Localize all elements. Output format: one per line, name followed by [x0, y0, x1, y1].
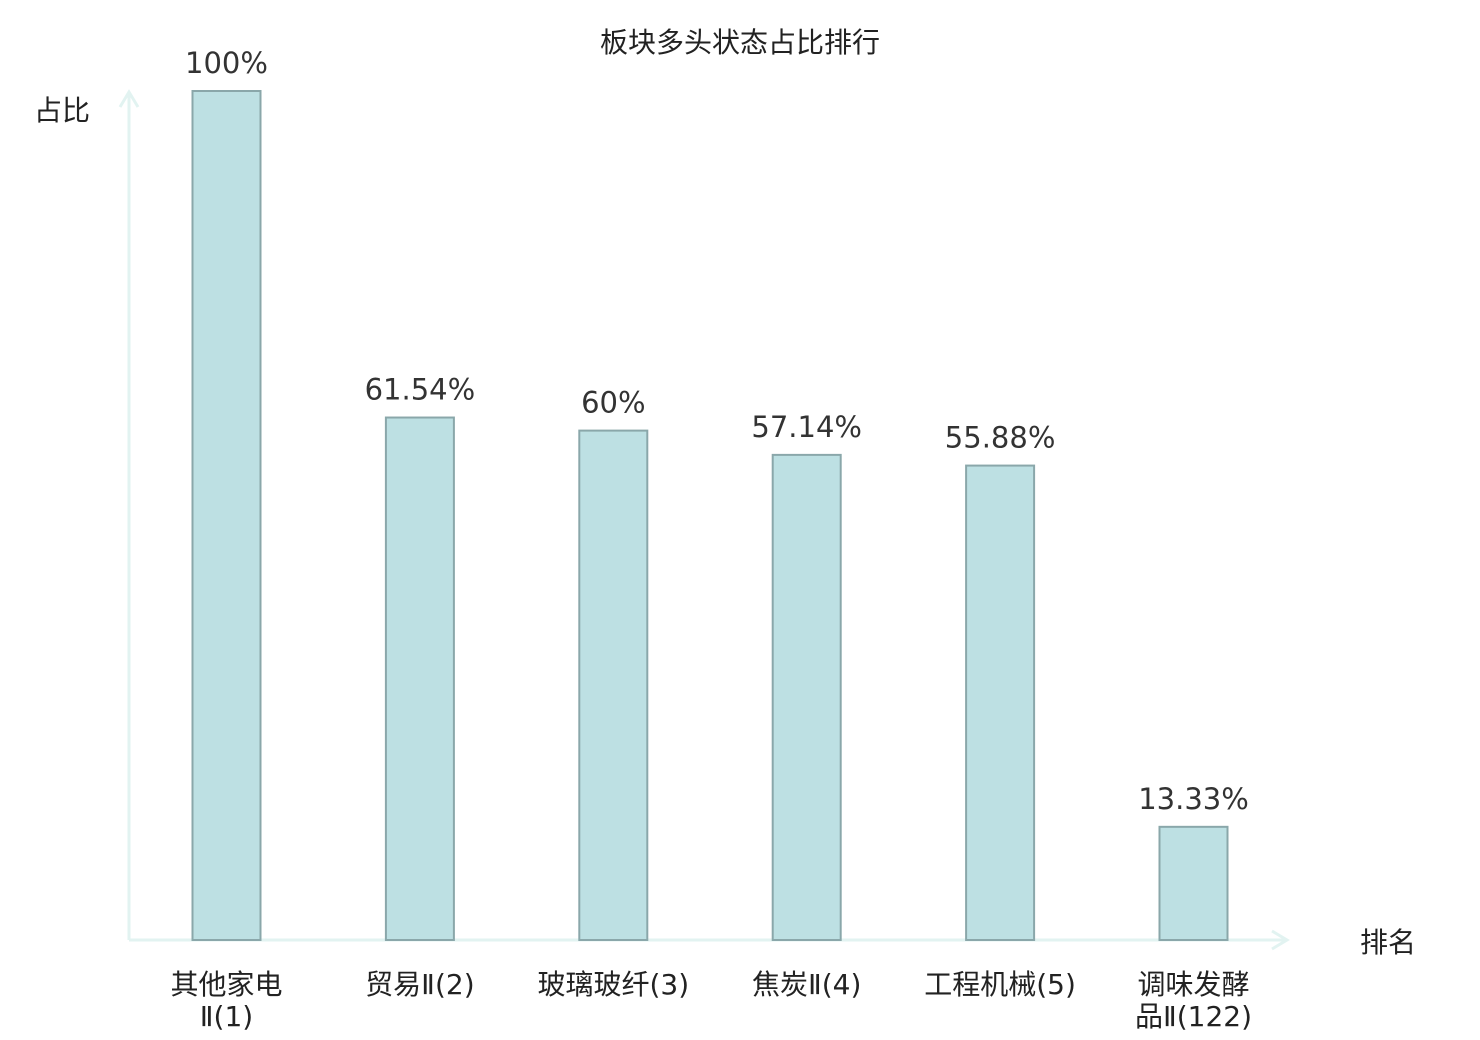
bars-group — [191, 90, 1229, 942]
bar — [1158, 825, 1229, 942]
y-axis-label: 占比 — [34, 94, 90, 127]
value-label: 100% — [185, 46, 268, 80]
category-label: 调味发酵 — [1137, 968, 1249, 1001]
bar — [384, 416, 455, 941]
value-label: 60% — [581, 386, 645, 420]
category-label: 品Ⅱ(122) — [1135, 1000, 1252, 1033]
x-axis-arrow — [1271, 929, 1290, 951]
x-axis-label: 排名 — [1360, 926, 1416, 959]
y-axis-arrow — [118, 89, 140, 108]
value-label: 55.88% — [945, 421, 1056, 455]
category-label: 贸易Ⅱ(2) — [365, 968, 474, 1001]
category-label: 工程机械(5) — [924, 968, 1076, 1001]
value-label: 57.14% — [751, 410, 862, 444]
category-label: Ⅱ(1) — [200, 1000, 253, 1033]
category-label: 玻璃玻纤(3) — [537, 968, 689, 1001]
bar — [578, 429, 649, 941]
bar — [191, 90, 262, 941]
value-labels-group: 100% 61.54% 60% 57.14% 55.88% 13.33% — [185, 46, 1249, 816]
category-label: 焦炭Ⅱ(4) — [752, 968, 861, 1001]
category-label: 其他家电 — [170, 968, 282, 1001]
bar — [965, 464, 1036, 941]
value-label: 61.54% — [365, 373, 476, 407]
chart-title: 板块多头状态占比排行 — [600, 26, 880, 59]
bar — [771, 453, 842, 941]
value-label: 13.33% — [1138, 782, 1249, 816]
